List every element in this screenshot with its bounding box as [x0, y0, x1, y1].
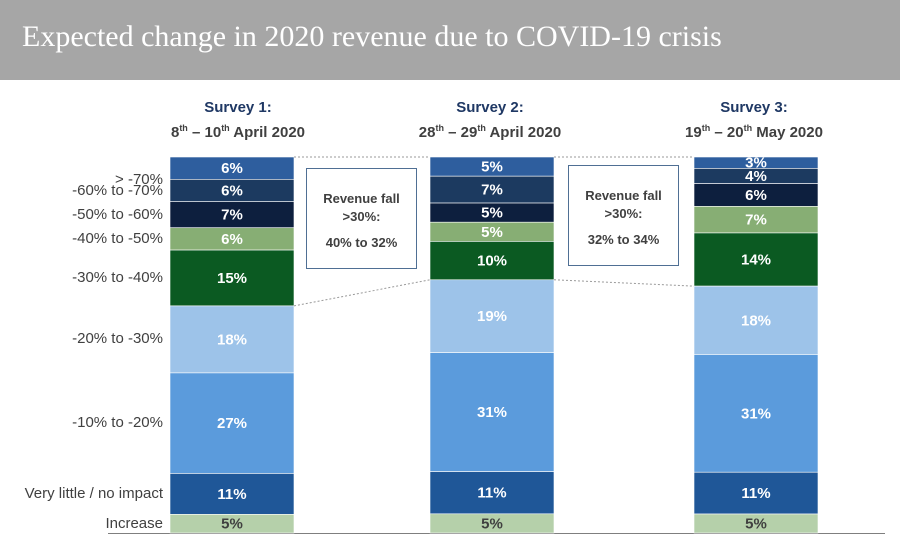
- bar-segment-survey-1-5: [169, 249, 295, 307]
- connector-threshold-2: [553, 279, 695, 287]
- survey-2-dates: 28th – 29th April 2020: [418, 123, 562, 141]
- bar-segment-survey-3-4: [693, 206, 819, 234]
- category-label-2: -60% to -70%: [72, 181, 163, 199]
- bar-segment-survey-2-5: [429, 241, 555, 281]
- callout-1-line-1: Revenue fall: [323, 191, 400, 206]
- callout-2-line-2: >30%:: [604, 206, 643, 221]
- chart-title: Expected change in 2020 revenue due to C…: [22, 20, 722, 53]
- data-label-survey-1-9: 5%: [221, 516, 243, 533]
- category-label-5: -30% to -40%: [72, 269, 163, 286]
- category-label-7: -10% to -20%: [72, 414, 163, 432]
- data-label-survey-2-6: 19%: [477, 308, 507, 325]
- survey-1-header: Survey 1: 8th – 10th April 2020: [128, 98, 348, 143]
- data-label-survey-3-9: 5%: [745, 516, 767, 533]
- data-label-survey-1-2: 6%: [221, 183, 243, 200]
- data-label-survey-2-9: 5%: [481, 515, 503, 532]
- data-label-survey-2-1: 5%: [481, 159, 503, 176]
- category-label-9: Increase: [105, 514, 163, 532]
- data-label-survey-1-3: 7%: [221, 207, 243, 224]
- bar-segment-survey-1-9: [169, 514, 295, 534]
- category-label-3: -50% to -60%: [72, 205, 163, 223]
- data-label-survey-1-1: 6%: [221, 160, 243, 177]
- survey-2-title: Survey 2:: [456, 99, 524, 116]
- survey-3-header: Survey 3: 19th – 20th May 2020: [644, 98, 864, 143]
- callout-survey-1-2: Revenue fall >30%: 40% to 32%: [306, 168, 417, 269]
- callout-2-line-1: Revenue fall: [585, 188, 662, 203]
- data-label-survey-3-1: 3%: [745, 155, 767, 172]
- bar-segment-survey-2-2: [429, 175, 555, 204]
- bar-segment-survey-2-8: [429, 471, 555, 515]
- data-label-survey-3-2: 4%: [745, 168, 767, 185]
- data-label-survey-3-7: 31%: [741, 405, 771, 422]
- survey-3-dates: 19th – 20th May 2020: [685, 123, 823, 141]
- bar-segment-survey-1-8: [169, 473, 295, 515]
- bar-segment-survey-2-7: [429, 352, 555, 472]
- category-label-4: -40% to -50%: [72, 229, 163, 247]
- data-label-survey-1-8: 11%: [217, 486, 246, 503]
- callout-1-line-2: >30%:: [342, 209, 381, 224]
- data-label-survey-2-5: 10%: [477, 253, 507, 270]
- data-label-survey-3-6: 18%: [741, 312, 771, 329]
- callout-1-line-3: 40% to 32%: [325, 235, 398, 250]
- category-label-8: Very little / no impact: [24, 484, 163, 502]
- data-label-survey-1-5: 15%: [217, 270, 247, 287]
- data-label-survey-2-2: 7%: [481, 182, 503, 199]
- callout-2-line-3: 32% to 34%: [587, 232, 660, 247]
- data-label-survey-1-4: 6%: [221, 231, 243, 248]
- data-label-survey-2-8: 11%: [477, 485, 506, 502]
- bar-segment-survey-3-8: [693, 471, 819, 515]
- callout-survey-2-3: Revenue fall >30%: 32% to 34%: [568, 165, 679, 266]
- survey-1-dates: 8th – 10th April 2020: [170, 123, 306, 141]
- survey-3-title: Survey 3:: [720, 99, 788, 116]
- bar-segment-survey-2-9: [429, 513, 555, 534]
- data-label-survey-3-8: 11%: [741, 485, 770, 502]
- bar-segment-survey-1-6: [169, 305, 295, 374]
- survey-1-title: Survey 1:: [204, 99, 272, 116]
- category-label-6: -20% to -30%: [72, 330, 163, 348]
- data-label-survey-3-5: 14%: [741, 252, 771, 269]
- bar-segment-survey-3-9: [693, 513, 819, 534]
- bar-segment-survey-3-6: [693, 285, 819, 355]
- bar-segment-survey-1-3: [169, 201, 295, 229]
- data-label-survey-2-7: 31%: [477, 404, 507, 421]
- data-label-survey-1-6: 18%: [217, 331, 247, 348]
- data-label-survey-2-4: 5%: [481, 224, 503, 241]
- bar-segment-survey-3-7: [693, 354, 819, 473]
- title-banner: Expected change in 2020 revenue due to C…: [0, 0, 900, 80]
- data-label-survey-3-3: 6%: [745, 187, 767, 204]
- connector-threshold-1: [293, 279, 431, 307]
- survey-2-header: Survey 2: 28th – 29th April 2020: [380, 98, 600, 143]
- data-label-survey-1-7: 27%: [217, 415, 247, 432]
- bar-segment-survey-2-6: [429, 279, 555, 353]
- data-label-survey-3-4: 7%: [745, 212, 767, 229]
- data-label-survey-2-3: 5%: [481, 205, 503, 222]
- category-label-1: > -70%: [115, 171, 163, 189]
- bar-segment-survey-1-7: [169, 372, 295, 474]
